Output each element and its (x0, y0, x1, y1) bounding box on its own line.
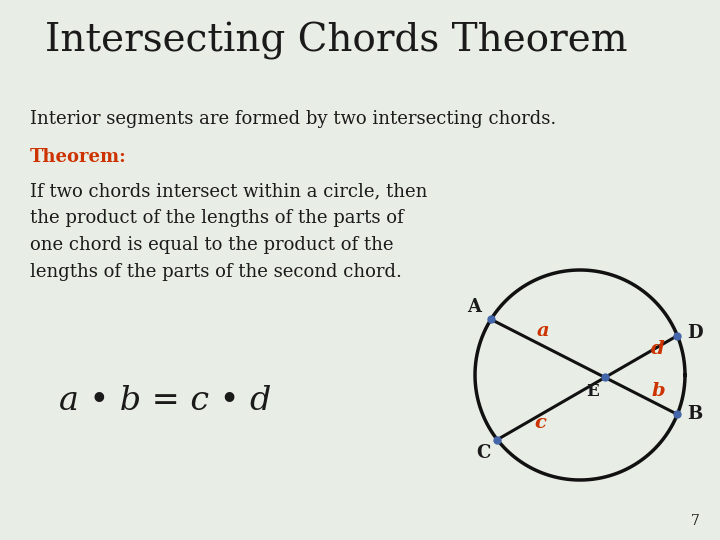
Text: a • b = c • d: a • b = c • d (59, 385, 271, 417)
Text: If two chords intersect within a circle, then
the product of the lengths of the : If two chords intersect within a circle,… (30, 182, 428, 281)
Text: 7: 7 (691, 514, 700, 528)
Text: c: c (534, 414, 546, 431)
Text: d: d (651, 340, 665, 357)
Text: E: E (586, 383, 599, 401)
Text: B: B (688, 406, 703, 423)
Text: C: C (476, 444, 490, 462)
Text: a: a (536, 322, 549, 340)
Text: b: b (651, 382, 665, 400)
Text: A: A (467, 299, 481, 316)
Text: Theorem:: Theorem: (30, 148, 127, 166)
Text: D: D (688, 323, 703, 342)
Text: Interior segments are formed by two intersecting chords.: Interior segments are formed by two inte… (30, 110, 557, 128)
Text: Intersecting Chords Theorem: Intersecting Chords Theorem (45, 22, 628, 60)
